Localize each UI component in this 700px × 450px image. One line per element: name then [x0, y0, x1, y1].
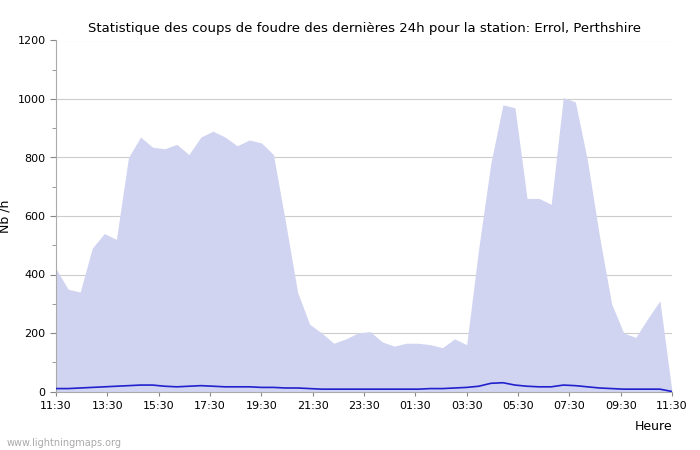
Title: Statistique des coups de foudre des dernières 24h pour la station: Errol, Perths: Statistique des coups de foudre des dern…	[88, 22, 640, 35]
Y-axis label: Nb /h: Nb /h	[0, 199, 12, 233]
Text: Heure: Heure	[634, 419, 672, 432]
Text: www.lightningmaps.org: www.lightningmaps.org	[7, 438, 122, 448]
